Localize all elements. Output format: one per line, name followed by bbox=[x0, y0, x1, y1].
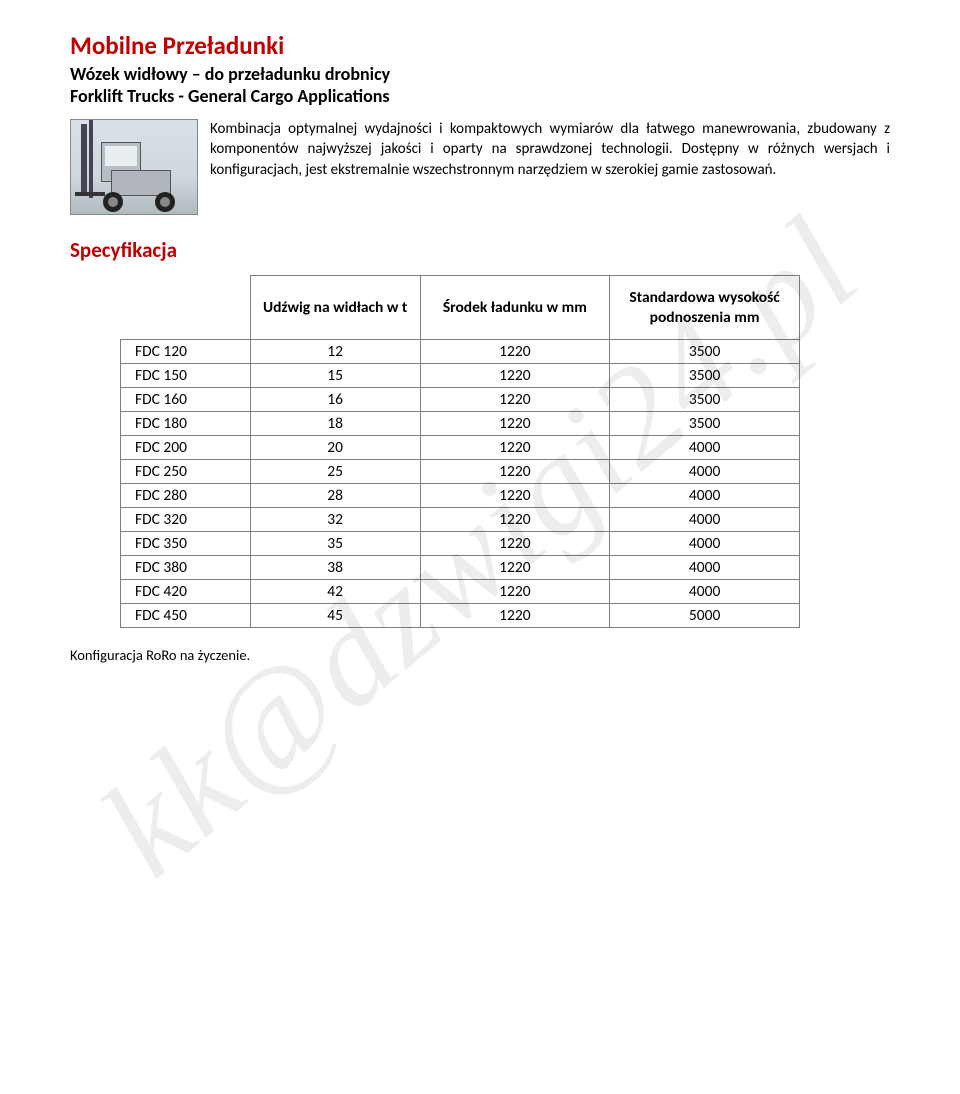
cell-load-center: 1220 bbox=[420, 580, 610, 604]
cell-load-center: 1220 bbox=[420, 436, 610, 460]
specification-table-wrap: Udźwig na widłach w t Środek ładunku w m… bbox=[70, 275, 890, 628]
cell-model: FDC 320 bbox=[121, 508, 251, 532]
cell-capacity: 42 bbox=[250, 580, 420, 604]
table-row: FDC 4504512205000 bbox=[121, 604, 800, 628]
specification-table: Udźwig na widłach w t Środek ładunku w m… bbox=[120, 275, 800, 628]
cell-model: FDC 420 bbox=[121, 580, 251, 604]
table-row: FDC 1601612203500 bbox=[121, 388, 800, 412]
table-row: FDC 3503512204000 bbox=[121, 532, 800, 556]
cell-capacity: 35 bbox=[250, 532, 420, 556]
cell-load-center: 1220 bbox=[420, 532, 610, 556]
table-row: FDC 1201212203500 bbox=[121, 340, 800, 364]
cell-model: FDC 250 bbox=[121, 460, 251, 484]
cell-capacity: 20 bbox=[250, 436, 420, 460]
cell-model: FDC 380 bbox=[121, 556, 251, 580]
cell-model: FDC 160 bbox=[121, 388, 251, 412]
cell-load-center: 1220 bbox=[420, 604, 610, 628]
intro-paragraph: Kombinacja optymalnej wydajności i kompa… bbox=[210, 119, 890, 215]
cell-lift-height: 4000 bbox=[610, 556, 800, 580]
intro-row: Kombinacja optymalnej wydajności i kompa… bbox=[70, 119, 890, 215]
cell-capacity: 28 bbox=[250, 484, 420, 508]
cell-lift-height: 4000 bbox=[610, 532, 800, 556]
cell-capacity: 25 bbox=[250, 460, 420, 484]
col-header-lift-height: Standardowa wysokość podnoszenia mm bbox=[610, 276, 800, 340]
cell-load-center: 1220 bbox=[420, 388, 610, 412]
specification-heading: Specyfikacja bbox=[70, 237, 890, 263]
table-row: FDC 4204212204000 bbox=[121, 580, 800, 604]
table-row: FDC 2502512204000 bbox=[121, 460, 800, 484]
table-row: FDC 3803812204000 bbox=[121, 556, 800, 580]
page-subtitle: Wózek widłowy – do przeładunku drobnicy … bbox=[70, 63, 890, 107]
cell-load-center: 1220 bbox=[420, 340, 610, 364]
cell-model: FDC 200 bbox=[121, 436, 251, 460]
cell-model: FDC 450 bbox=[121, 604, 251, 628]
cell-lift-height: 4000 bbox=[610, 580, 800, 604]
cell-load-center: 1220 bbox=[420, 508, 610, 532]
cell-capacity: 45 bbox=[250, 604, 420, 628]
cell-model: FDC 120 bbox=[121, 340, 251, 364]
cell-capacity: 32 bbox=[250, 508, 420, 532]
cell-capacity: 16 bbox=[250, 388, 420, 412]
cell-lift-height: 4000 bbox=[610, 508, 800, 532]
cell-load-center: 1220 bbox=[420, 556, 610, 580]
cell-load-center: 1220 bbox=[420, 484, 610, 508]
cell-lift-height: 3500 bbox=[610, 412, 800, 436]
cell-model: FDC 350 bbox=[121, 532, 251, 556]
cell-capacity: 18 bbox=[250, 412, 420, 436]
cell-lift-height: 3500 bbox=[610, 388, 800, 412]
cell-model: FDC 180 bbox=[121, 412, 251, 436]
col-header-model bbox=[121, 276, 251, 340]
cell-lift-height: 3500 bbox=[610, 364, 800, 388]
table-row: FDC 1501512203500 bbox=[121, 364, 800, 388]
cell-capacity: 12 bbox=[250, 340, 420, 364]
cell-capacity: 15 bbox=[250, 364, 420, 388]
cell-lift-height: 4000 bbox=[610, 436, 800, 460]
cell-model: FDC 150 bbox=[121, 364, 251, 388]
footnote-text: Konfiguracja RoRo na życzenie. bbox=[70, 646, 890, 664]
table-row: FDC 1801812203500 bbox=[121, 412, 800, 436]
cell-lift-height: 4000 bbox=[610, 484, 800, 508]
col-header-capacity: Udźwig na widłach w t bbox=[250, 276, 420, 340]
cell-model: FDC 280 bbox=[121, 484, 251, 508]
table-row: FDC 3203212204000 bbox=[121, 508, 800, 532]
subtitle-line-1: Wózek widłowy – do przeładunku drobnicy bbox=[70, 63, 390, 85]
cell-load-center: 1220 bbox=[420, 364, 610, 388]
table-row: FDC 2802812204000 bbox=[121, 484, 800, 508]
cell-capacity: 38 bbox=[250, 556, 420, 580]
cell-load-center: 1220 bbox=[420, 412, 610, 436]
cell-lift-height: 4000 bbox=[610, 460, 800, 484]
forklift-thumbnail bbox=[70, 119, 198, 215]
subtitle-line-2: Forklift Trucks - General Cargo Applicat… bbox=[70, 85, 390, 107]
cell-lift-height: 5000 bbox=[610, 604, 800, 628]
col-header-load-center: Środek ładunku w mm bbox=[420, 276, 610, 340]
page-title: Mobilne Przeładunki bbox=[70, 30, 890, 61]
table-row: FDC 2002012204000 bbox=[121, 436, 800, 460]
cell-load-center: 1220 bbox=[420, 460, 610, 484]
cell-lift-height: 3500 bbox=[610, 340, 800, 364]
table-header-row: Udźwig na widłach w t Środek ładunku w m… bbox=[121, 276, 800, 340]
